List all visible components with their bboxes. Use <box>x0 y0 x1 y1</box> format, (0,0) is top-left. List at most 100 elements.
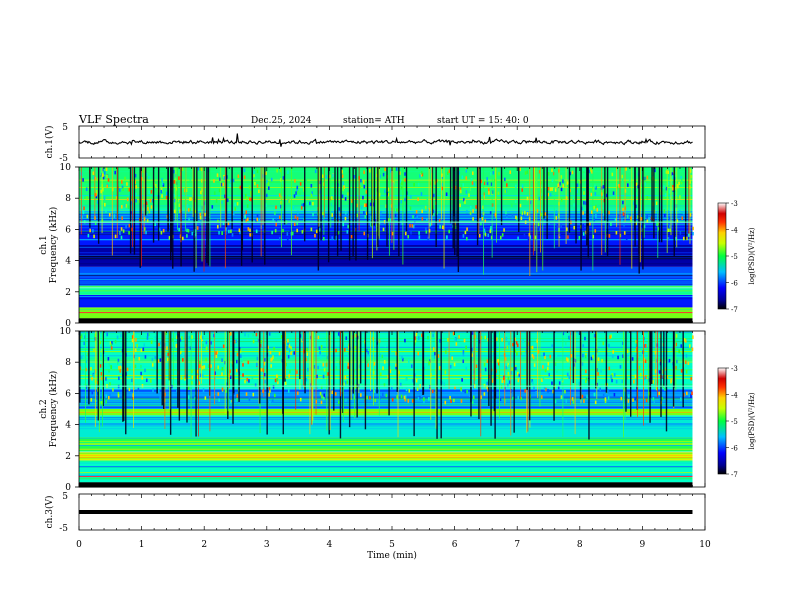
spectrogram-speckle <box>264 358 266 362</box>
spectrogram-speckle <box>547 388 549 393</box>
spectrogram-texture-line <box>79 383 693 385</box>
spectrogram-band <box>79 285 693 295</box>
spectrogram-speckle <box>618 184 620 188</box>
spectrogram-streak <box>660 331 662 417</box>
spectrogram-speckle <box>615 231 618 235</box>
spectrogram-speckle <box>679 364 681 368</box>
spectrogram-speckle <box>160 230 163 235</box>
spectrogram-speckle <box>204 212 206 217</box>
spectrogram-speckle <box>244 379 246 384</box>
spectrogram-texture-line <box>79 259 693 261</box>
spectrogram-speckle <box>668 216 671 220</box>
spectrogram-streak <box>568 167 571 233</box>
spectrogram-speckle <box>411 224 414 228</box>
spectrogram-speckle <box>334 235 337 240</box>
spectrogram-speckle <box>451 356 454 360</box>
spectrogram-streak <box>388 167 390 256</box>
spectrogram-speckle <box>286 346 289 350</box>
spectrogram-speckle <box>108 395 110 400</box>
spectrogram-speckle <box>689 213 692 217</box>
spectrogram-speckle <box>554 399 557 404</box>
spectrogram-streak <box>350 331 352 400</box>
spectrogram-speckle <box>253 170 255 175</box>
spectrogram-speckle <box>121 216 123 220</box>
spectrogram-streak <box>133 167 136 255</box>
spectrogram-speckle <box>262 389 264 393</box>
spectrogram-speckle <box>572 196 575 201</box>
spectrogram-speckle <box>167 352 169 357</box>
spectrogram-speckle <box>134 364 137 369</box>
spectrogram-speckle <box>576 189 578 194</box>
spectrogram-speckle <box>271 230 273 235</box>
spectrogram-speckle <box>102 187 104 192</box>
spectrogram-streak <box>124 331 126 402</box>
spectrogram-speckle <box>597 372 599 376</box>
spectrogram-speckle <box>120 227 123 231</box>
spectrogram-speckle <box>654 168 656 173</box>
spectrogram-speckle <box>107 178 110 182</box>
spectrogram-speckle <box>137 387 140 392</box>
spectrogram-texture-line <box>79 418 693 420</box>
spectrogram-speckle <box>407 234 410 239</box>
spectrogram-speckle <box>591 365 594 370</box>
spectrogram-texture-line <box>79 404 693 406</box>
spectrogram-speckle <box>567 235 569 239</box>
spectrogram-streak <box>655 331 657 388</box>
spectrogram-speckle <box>542 365 544 369</box>
spectrogram-speckle <box>526 196 529 201</box>
spectrogram-speckle <box>504 189 507 194</box>
spectrogram-speckle <box>301 385 303 389</box>
spectrogram-streak <box>490 331 492 426</box>
spectrogram-speckle <box>521 211 524 215</box>
spectrogram-speckle <box>95 194 98 199</box>
spectrogram-speckle <box>686 236 688 241</box>
spectrogram-streak <box>201 167 203 262</box>
spectrogram-speckle <box>106 184 108 189</box>
spectrogram-speckle <box>627 183 629 187</box>
spectrogram-speckle <box>385 219 387 224</box>
spectrogram-speckle <box>166 357 169 362</box>
spectrogram-speckle <box>534 235 537 240</box>
spectrogram-speckle <box>108 369 110 373</box>
spectrogram-speckle <box>346 230 349 234</box>
spectrogram-speckle <box>275 218 278 223</box>
spectrogram-speckle <box>232 211 235 216</box>
spectrogram-speckle <box>519 203 522 208</box>
spectrogram-speckle <box>127 188 130 192</box>
spectrogram-speckle <box>250 190 252 195</box>
spectrogram-streak <box>673 167 675 256</box>
spectrogram-speckle <box>287 339 289 343</box>
spectrogram-speckle <box>278 215 281 220</box>
spectrogram-streak <box>295 331 297 410</box>
spectrogram-speckle <box>691 391 693 396</box>
spectrogram-speckle <box>323 368 326 372</box>
spectrogram-speckle <box>490 226 492 230</box>
spectrogram-speckle <box>566 227 568 231</box>
spectrogram-streak <box>220 167 222 228</box>
spectrogram-speckle <box>288 374 290 378</box>
spectrogram-speckle <box>439 225 441 229</box>
spectrogram-speckle <box>398 370 401 375</box>
spectrogram-speckle <box>306 201 308 206</box>
spectrogram-speckle <box>501 379 504 383</box>
spectrogram-speckle <box>379 353 382 358</box>
spectrogram-speckle <box>131 378 134 383</box>
spectrogram-speckle <box>552 389 555 394</box>
spectrogram-speckle <box>421 172 424 177</box>
spectrogram-speckle <box>135 198 137 203</box>
spectrogram-texture-line <box>79 218 693 220</box>
spectrogram-speckle <box>449 395 451 400</box>
spectrogram-speckle <box>426 198 429 202</box>
spectrogram-speckle <box>189 197 191 201</box>
spectrogram-speckle <box>438 219 441 223</box>
spectrogram-speckle <box>135 338 137 342</box>
spectrogram-speckle <box>351 199 353 203</box>
spectrogram-speckle <box>278 193 281 197</box>
time-tick-label: 7 <box>514 540 520 550</box>
start-time-label: start UT = 15: 40: 0 <box>437 116 529 126</box>
spectrogram-speckle <box>602 341 605 346</box>
spectrogram-speckle <box>463 197 465 202</box>
spectrogram-streak <box>435 167 437 247</box>
spectrogram-speckle <box>320 385 323 390</box>
spectrogram-streak <box>85 331 86 423</box>
